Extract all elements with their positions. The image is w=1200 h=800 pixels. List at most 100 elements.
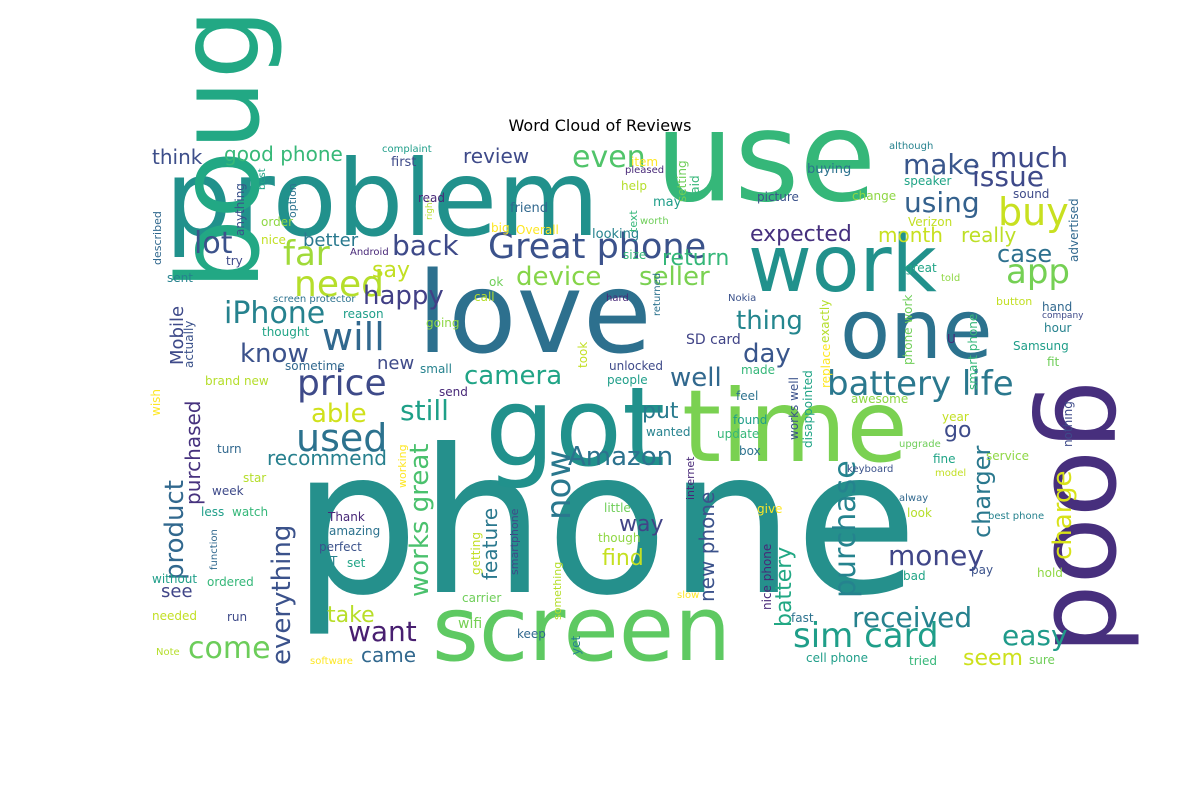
word-good: good xyxy=(1029,380,1157,654)
word-day: day xyxy=(743,339,791,369)
word-carrier: carrier xyxy=(462,591,501,605)
word-purchase: purchase xyxy=(828,460,863,598)
word-people: people xyxy=(607,373,648,387)
word-text: text xyxy=(627,210,640,232)
word-far: far xyxy=(283,234,330,274)
word-year: year xyxy=(942,410,969,424)
word-got: got xyxy=(485,363,665,491)
word-brand-new: brand new xyxy=(205,374,269,388)
word-although: although xyxy=(889,141,933,152)
word-reason: reason xyxy=(343,307,384,321)
word-sent: sent xyxy=(167,271,193,285)
word-sometime: sometime xyxy=(285,359,345,373)
word-send: send xyxy=(439,385,468,399)
word-actually: actually xyxy=(182,321,196,368)
word-way: way xyxy=(619,512,664,537)
word-smartphone: smartphone xyxy=(508,508,521,575)
word-try: try xyxy=(226,254,243,268)
word-size: size xyxy=(623,248,646,262)
word-buy: buy xyxy=(998,190,1069,234)
word-feature: feature xyxy=(478,508,502,580)
word-something: something xyxy=(551,562,564,620)
word-friend: friend xyxy=(510,201,548,216)
word-still: still xyxy=(400,394,449,427)
word-think: think xyxy=(152,145,203,169)
word-great: great xyxy=(905,261,937,275)
word-back: back xyxy=(392,229,459,262)
word-service: service xyxy=(986,449,1029,463)
word-month: month xyxy=(878,223,943,247)
word-turn: turn xyxy=(217,442,242,456)
word-works-well: works well xyxy=(787,377,801,440)
word-told: told xyxy=(941,273,960,284)
word-good-phone: good phone xyxy=(224,142,343,166)
word-time: time xyxy=(682,368,908,485)
word-give: give xyxy=(757,502,782,516)
word-unlocked: unlocked xyxy=(609,359,663,373)
word-purchased: purchased xyxy=(181,400,205,505)
word-issue: issue xyxy=(972,160,1044,193)
word-wish: wish xyxy=(149,389,163,416)
word-need: need xyxy=(294,264,384,305)
word-nice: nice xyxy=(261,233,286,247)
word-wanted: wanted xyxy=(646,425,690,439)
word-see: see xyxy=(161,581,193,602)
word-option: option xyxy=(286,183,299,218)
word-slow: slow xyxy=(677,590,699,601)
word-seem: seem xyxy=(963,646,1023,671)
word-hard: hard xyxy=(606,293,629,304)
word-speaker: speaker xyxy=(904,174,952,188)
word-upgrade: upgrade xyxy=(899,439,941,450)
word-battery-life: battery life xyxy=(827,364,1014,404)
word-keyboard: keyboard xyxy=(847,464,893,475)
word-really: really xyxy=(961,223,1016,247)
word-fine: fine xyxy=(933,452,956,466)
word-wifi: wifi xyxy=(458,616,482,632)
word-little: little xyxy=(604,501,631,515)
word-even: even xyxy=(572,140,646,175)
word-best-phone: best phone xyxy=(988,511,1044,522)
word-returned: returned xyxy=(652,273,663,316)
word-call: call xyxy=(474,290,495,304)
word-look: look xyxy=(907,506,932,520)
word-yet: yet xyxy=(569,636,583,655)
word-phone-work: phone work xyxy=(901,295,915,365)
word-lot: lot xyxy=(194,226,233,261)
word-internet: internet xyxy=(684,456,697,500)
word-phone: phone xyxy=(292,407,918,640)
word-tried: tried xyxy=(909,654,937,668)
word-amazon: Amazon xyxy=(568,442,673,472)
word-know: know xyxy=(240,339,309,369)
word-week: week xyxy=(212,484,244,498)
word-u: U xyxy=(947,332,956,346)
word-fit: fit xyxy=(1047,355,1060,369)
word-function: function xyxy=(209,529,220,570)
word-bad: bad xyxy=(903,569,926,583)
word-thing: thing xyxy=(736,306,803,336)
word-fast: fast xyxy=(791,611,814,625)
word-return: return xyxy=(662,246,729,271)
word-sure: sure xyxy=(1029,653,1055,667)
word-camera: camera xyxy=(464,361,562,391)
word-working: working xyxy=(396,444,409,488)
word-charger: charger xyxy=(968,445,996,538)
word-buying: buying xyxy=(807,162,851,177)
word-perfect: perfect xyxy=(319,540,362,554)
word-star: star xyxy=(243,471,266,485)
word-cell-phone: cell phone xyxy=(806,651,868,665)
word-note: Note xyxy=(156,647,180,658)
word-charge: charge xyxy=(1048,471,1078,560)
word-product: product xyxy=(160,480,190,580)
word-first: first xyxy=(391,155,416,170)
word-ordered: ordered xyxy=(207,575,254,589)
word-able: able xyxy=(311,399,367,429)
word-company: company xyxy=(1042,311,1084,321)
word-awesome: awesome xyxy=(851,392,908,406)
word-big: big xyxy=(491,221,510,235)
word-amazing: amazing xyxy=(329,524,380,538)
word-new-phone: new phone xyxy=(695,492,719,602)
word-everything: everything xyxy=(267,525,297,665)
word-picture: picture xyxy=(757,190,799,204)
word-going: going xyxy=(426,316,460,330)
word-screen: screen xyxy=(432,577,731,682)
